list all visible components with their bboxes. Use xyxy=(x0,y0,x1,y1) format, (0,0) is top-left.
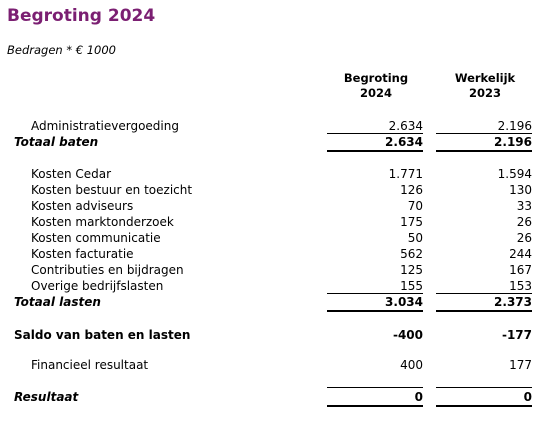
column-header-line: Werkelijk xyxy=(454,71,516,85)
resultaat-row: Resultaat 0 0 xyxy=(0,389,548,405)
value-2023: 2.196 xyxy=(494,135,532,149)
value-2023: 2.373 xyxy=(494,295,532,309)
value-2024: -400 xyxy=(392,328,423,342)
column-header-line: Begroting xyxy=(343,71,409,85)
row-label: Resultaat xyxy=(14,390,79,404)
total-rule xyxy=(327,310,423,312)
value-2024: 1.771 xyxy=(388,167,423,181)
value-2024: 3.034 xyxy=(385,295,423,309)
value-2023: 0 xyxy=(523,390,532,404)
table-row: Kosten marktonderzoek 175 26 xyxy=(0,214,548,230)
value-2024: 126 xyxy=(400,183,423,197)
row-label: Totaal baten xyxy=(14,135,99,149)
column-header-begroting-2024: Begroting 2024 xyxy=(329,71,423,101)
value-2023: 167 xyxy=(509,263,532,277)
subtotal-rule xyxy=(327,387,423,388)
value-2024: 175 xyxy=(400,215,423,229)
total-rule xyxy=(327,150,423,152)
value-2024: 125 xyxy=(400,263,423,277)
value-2024: 70 xyxy=(407,199,423,213)
row-label: Kosten marktonderzoek xyxy=(31,215,174,229)
subtotal-rule xyxy=(436,387,532,388)
value-2023: 177 xyxy=(509,358,532,372)
row-label: Overige bedrijfslasten xyxy=(31,279,164,293)
value-2024: 0 xyxy=(414,390,423,404)
table-row: Kosten bestuur en toezicht 126 130 xyxy=(0,182,548,198)
table-row: Kosten adviseurs 70 33 xyxy=(0,198,548,214)
value-2024: 2.634 xyxy=(385,135,423,149)
page-title: Begroting 2024 xyxy=(7,6,156,26)
table-row: Kosten facturatie 562 244 xyxy=(0,246,548,262)
value-2024: 155 xyxy=(400,279,423,293)
row-label: Saldo van baten en lasten xyxy=(14,328,191,342)
total-rule xyxy=(327,405,423,407)
row-label: Kosten adviseurs xyxy=(31,199,134,213)
value-2023: 26 xyxy=(516,231,532,245)
row-label: Kosten communicatie xyxy=(31,231,161,245)
value-2024: 50 xyxy=(407,231,423,245)
subtotal-rule xyxy=(327,293,423,294)
amounts-note: Bedragen * € 1000 xyxy=(7,43,117,57)
table-row: Administratievergoeding 2.634 2.196 xyxy=(0,118,548,134)
total-row-baten: Totaal baten 2.634 2.196 xyxy=(0,134,548,150)
saldo-row: Saldo van baten en lasten -400 -177 xyxy=(0,327,548,343)
value-2024: 400 xyxy=(400,358,423,372)
row-label: Contributies en bijdragen xyxy=(31,263,184,277)
value-2023: 26 xyxy=(516,215,532,229)
subtotal-rule xyxy=(436,133,532,134)
table-row: Overige bedrijfslasten 155 153 xyxy=(0,278,548,294)
table-row: Kosten communicatie 50 26 xyxy=(0,230,548,246)
subtotal-rule xyxy=(436,293,532,294)
row-label: Financieel resultaat xyxy=(31,358,149,372)
value-2023: 1.594 xyxy=(497,167,532,181)
total-rule xyxy=(436,405,532,407)
value-2023: 33 xyxy=(516,199,532,213)
column-header-line: 2023 xyxy=(468,86,501,100)
row-label: Administratievergoeding xyxy=(31,119,179,133)
value-2023: 153 xyxy=(509,279,532,293)
value-2024: 562 xyxy=(400,247,423,261)
row-label: Totaal lasten xyxy=(14,295,101,309)
total-rule xyxy=(436,150,532,152)
value-2023: 130 xyxy=(509,183,532,197)
subtotal-rule xyxy=(327,133,423,134)
column-header-line: 2024 xyxy=(359,86,392,100)
table-row: Contributies en bijdragen 125 167 xyxy=(0,262,548,278)
table-row: Financieel resultaat 400 177 xyxy=(0,357,548,373)
total-rule xyxy=(436,310,532,312)
row-label: Kosten Cedar xyxy=(31,167,112,181)
row-label: Kosten facturatie xyxy=(31,247,134,261)
value-2023: 244 xyxy=(509,247,532,261)
column-header-werkelijk-2023: Werkelijk 2023 xyxy=(438,71,532,101)
value-2024: 2.634 xyxy=(388,119,423,133)
total-row-lasten: Totaal lasten 3.034 2.373 xyxy=(0,294,548,310)
value-2023: -177 xyxy=(501,328,532,342)
value-2023: 2.196 xyxy=(497,119,532,133)
row-label: Kosten bestuur en toezicht xyxy=(31,183,193,197)
table-row: Kosten Cedar 1.771 1.594 xyxy=(0,166,548,182)
